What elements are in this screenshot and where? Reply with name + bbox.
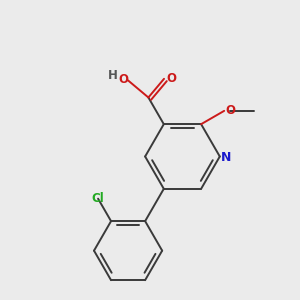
Text: O: O: [225, 104, 235, 117]
Text: N: N: [220, 151, 231, 164]
Text: H: H: [107, 69, 117, 82]
Text: Cl: Cl: [92, 192, 104, 205]
Text: O: O: [166, 72, 176, 85]
Text: O: O: [118, 73, 128, 85]
